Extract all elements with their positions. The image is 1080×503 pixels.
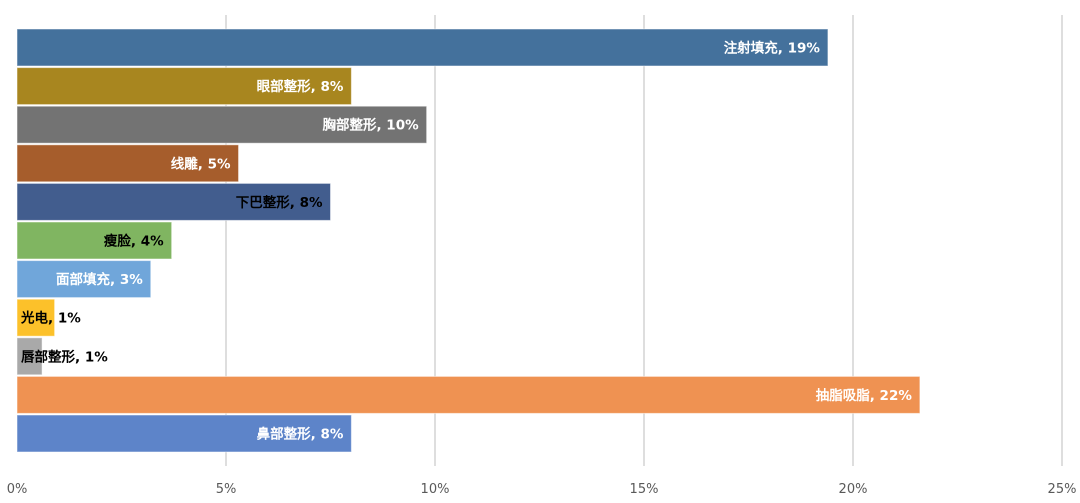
bar [16,28,829,67]
data-label: 注射填充, 19% [724,40,821,57]
x-tick-label: 0% [7,482,28,497]
bar [16,260,152,299]
data-labels: 注射填充, 19% 眼部整形, 8% 胸部整形, 10% 线雕, 5% 下巴整形, 8%… [20,40,912,443]
bar [16,375,921,414]
bars [16,28,921,453]
data-label: 光电, 1% [20,310,81,327]
data-label: 唇部整形, 1% [21,348,108,365]
data-label: 眼部整形, 8% [257,78,344,95]
data-label: 抽脂吸脂, 22% [816,387,913,404]
data-label: 下巴整形, 8% [236,194,323,211]
x-tick-label: 5% [216,482,237,497]
x-axis-ticks: 0% 5% 10% 15% 20% 25% [7,482,1077,497]
x-tick-label: 15% [630,482,659,497]
bar [16,414,352,453]
bar [16,144,240,183]
bar [16,298,56,337]
bar [16,182,331,221]
bar [16,221,173,260]
data-label: 瘦脸, 4% [104,233,164,250]
x-tick-label: 25% [1048,482,1077,497]
x-tick-label: 10% [421,482,450,497]
data-label: 鼻部整形, 8% [257,426,344,443]
bar [16,337,43,376]
x-tick-label: 20% [839,482,868,497]
bar [16,67,352,106]
bar [16,105,428,144]
data-label: 面部填充, 3% [56,271,143,288]
data-label: 胸部整形, 10% [322,117,419,134]
data-label: 线雕, 5% [171,155,231,172]
